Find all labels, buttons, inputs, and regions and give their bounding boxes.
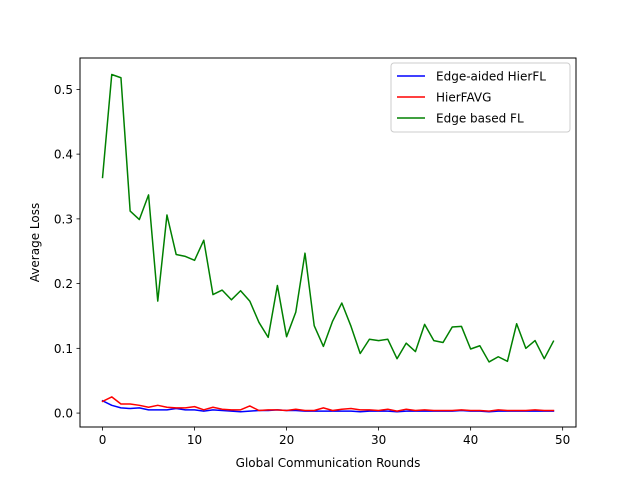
x-tick-label: 30 [371,433,386,447]
legend-label-edge-based-fl: Edge based FL [436,112,524,126]
x-axis-label: Global Communication Rounds [236,456,421,470]
x-axis-ticks: 0 10 20 30 40 50 [99,427,570,447]
series-line-edge-based-fl [101,73,555,363]
y-tick-label: 0.2 [54,277,73,291]
legend-label-edge-aided-hierfl: Edge-aided HierFL [436,70,546,84]
plot-frame [79,57,577,428]
x-tick-label: 0 [99,433,107,447]
legend: Edge-aided HierFL HierFAVG Edge based FL [390,62,571,133]
x-tick-label: 10 [187,433,202,447]
x-tick-label: 20 [279,433,294,447]
y-tick-label: 0.4 [54,148,73,162]
series-layer [101,73,555,413]
y-axis-label: Average Loss [28,203,42,282]
x-tick-label: 50 [555,433,570,447]
legend-label-hierfavg: HierFAVG [436,91,491,105]
y-tick-label: 0.0 [54,407,73,421]
series-line-hierfavg [101,396,555,412]
legend-entries: Edge-aided HierFL HierFAVG Edge based FL [397,70,546,126]
y-axis-ticks: 0.0 0.1 0.2 0.3 0.4 0.5 [54,83,80,421]
legend-box [390,62,571,133]
y-tick-label: 0.5 [54,83,73,97]
y-tick-label: 0.3 [54,212,73,226]
x-tick-label: 40 [463,433,478,447]
y-tick-label: 0.1 [54,342,73,356]
